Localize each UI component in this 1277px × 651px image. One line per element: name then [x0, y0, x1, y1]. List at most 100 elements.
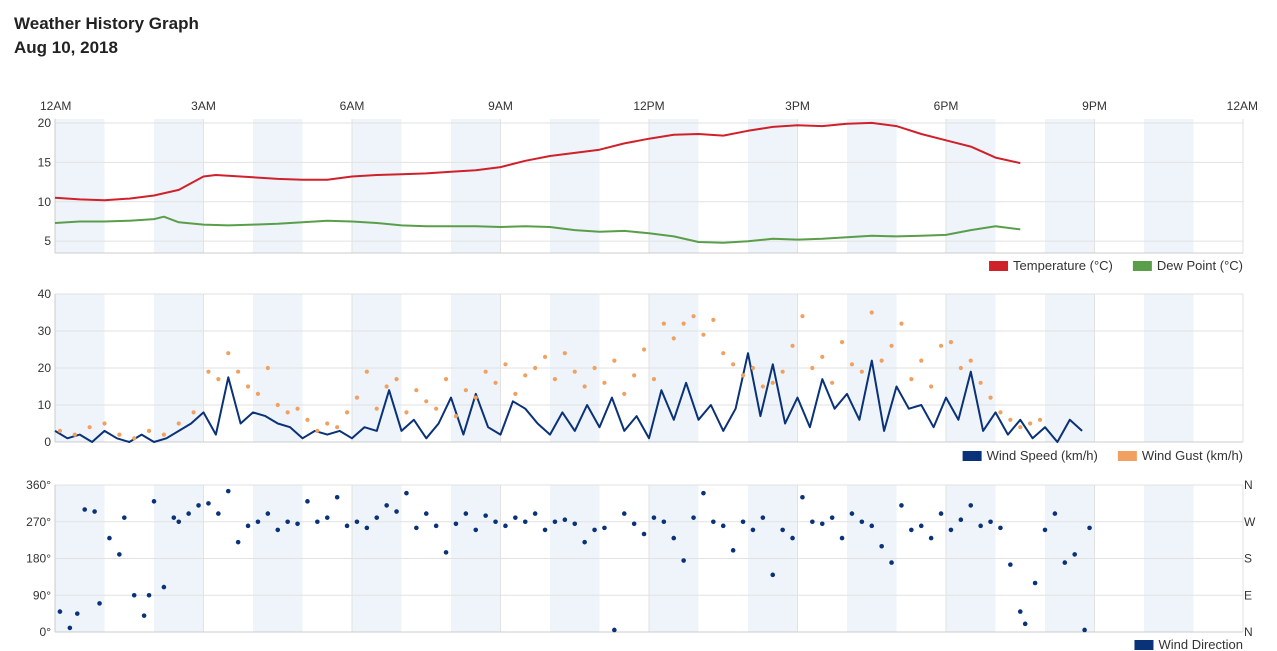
wind-direction-point: [661, 519, 667, 525]
wind-gust-km-h-point: [335, 425, 340, 430]
legend-label: Dew Point (°C): [1157, 258, 1243, 273]
y-tick-label: 10: [38, 398, 52, 412]
wind-gust-km-h-point: [325, 421, 330, 426]
wind-direction-point: [770, 572, 776, 578]
wind-direction-point: [216, 511, 221, 516]
wind-direction-point: [404, 490, 409, 496]
wind-direction-point: [810, 519, 815, 525]
wind-gust-km-h-point: [206, 369, 211, 374]
wind-gust-km-h-point: [132, 436, 137, 441]
wind-gust-km-h-point: [701, 332, 706, 337]
compass-label: W: [1244, 515, 1256, 529]
wind-gust-km-h-point: [394, 377, 399, 382]
wind-direction-point: [879, 543, 884, 549]
wind-direction-point: [225, 488, 231, 494]
wind-direction-point: [909, 527, 914, 533]
wind-gust-km-h-point: [552, 377, 558, 382]
wind-direction-point: [1022, 621, 1028, 627]
legend-swatch: [1134, 640, 1154, 650]
wind-gust-km-h-point: [374, 406, 379, 411]
wind-gust-km-h-point: [87, 425, 92, 430]
wind-direction-point: [334, 494, 340, 500]
compass-label: E: [1244, 588, 1252, 602]
wind-direction-point: [671, 535, 677, 541]
time-axis-label: 12PM: [633, 99, 664, 113]
wind-direction-point: [522, 519, 528, 525]
wind-gust-km-h-point: [533, 365, 538, 371]
hour-band: [649, 119, 699, 253]
hour-band: [550, 119, 600, 253]
wind-gust-km-h-point: [909, 377, 914, 382]
wind-gust-km-h-point: [161, 432, 166, 437]
wind-direction-point: [562, 517, 568, 523]
wind-gust-km-h-point: [830, 380, 835, 385]
wind-gust-km-h-point: [849, 362, 855, 367]
wind-direction-point: [344, 523, 350, 529]
wind-direction-point: [433, 523, 439, 529]
wind-direction-point: [790, 535, 795, 541]
wind-gust-km-h-point: [255, 391, 261, 396]
chart-date: Aug 10, 2018: [14, 38, 118, 57]
wind-gust-km-h-point: [899, 321, 904, 326]
hour-band: [1045, 119, 1095, 253]
wind-direction-point: [958, 517, 964, 523]
wind-gust-km-h-point: [285, 410, 290, 415]
wind-direction-point: [171, 515, 177, 520]
time-axis-label: 6AM: [340, 99, 365, 113]
wind-gust-km-h-point: [275, 402, 280, 408]
wind-direction-point: [463, 511, 469, 516]
y-tick-label: 10: [38, 195, 52, 209]
wind-gust-km-h-point: [622, 391, 627, 396]
wind-direction-point: [324, 515, 330, 520]
wind-gust-km-h-point: [800, 314, 805, 319]
wind-direction-point: [720, 523, 726, 529]
wind-gust-km-h-point: [315, 428, 320, 433]
wind-gust-km-h-point: [191, 410, 196, 415]
wind-direction-point: [572, 521, 578, 527]
compass-label: S: [1244, 552, 1252, 566]
wind-gust-km-h-point: [503, 362, 508, 367]
wind-gust-km-h-point: [146, 428, 152, 433]
time-axis-label: 6PM: [934, 99, 959, 113]
wind-gust-km-h-point: [731, 362, 736, 367]
wind-direction-point: [1008, 562, 1013, 567]
wind-gust-km-h-point: [859, 369, 864, 374]
y-tick-label: 5: [44, 234, 51, 248]
wind-direction-point: [928, 535, 934, 541]
y-tick-label: 90°: [33, 588, 51, 602]
hour-band: [1144, 119, 1194, 253]
wind-gust-km-h-point: [562, 351, 567, 356]
wind-gust-km-h-point: [978, 380, 983, 385]
wind-direction-point: [67, 625, 73, 631]
time-axis-labels: 12AM 3AM 6AM 9AM 12PM 3PM 6PM 9PM 12AM: [40, 99, 1258, 113]
wind-direction-point: [760, 515, 766, 520]
wind-direction-point: [493, 519, 498, 525]
wind-direction-point: [612, 627, 617, 633]
wind-direction-point: [354, 519, 360, 525]
wind-direction-point: [869, 523, 875, 529]
wind-direction-point: [196, 503, 201, 508]
wind-direction-point: [186, 511, 191, 516]
wind-gust-km-h-point: [820, 354, 825, 359]
legend-label: Wind Speed (km/h): [987, 448, 1098, 463]
wind-direction-point: [849, 511, 855, 516]
wind-direction-point: [978, 523, 983, 529]
wind-gust-km-h-point: [938, 343, 944, 348]
legend-label: Temperature (°C): [1013, 258, 1113, 273]
legend-swatch: [1132, 261, 1152, 271]
wind-direction-point: [235, 539, 241, 545]
wind-direction-point: [859, 519, 865, 525]
hour-band: [55, 119, 105, 253]
wind-direction-point: [1082, 627, 1087, 633]
wind-gust-km-h-point: [879, 358, 884, 363]
wind-gust-km-h-point: [998, 410, 1003, 415]
time-axis-label: 9AM: [488, 99, 513, 113]
wind-gust-km-h-point: [295, 406, 300, 411]
wind-direction-point: [819, 521, 825, 527]
y-tick-label: 30: [38, 324, 52, 338]
wind-gust-km-h-point: [305, 417, 310, 422]
wind-gust-km-h-point: [265, 365, 270, 371]
wind-gust-km-h-point: [632, 373, 637, 378]
wind-direction-point: [117, 552, 122, 557]
wind-direction-point: [414, 525, 419, 531]
